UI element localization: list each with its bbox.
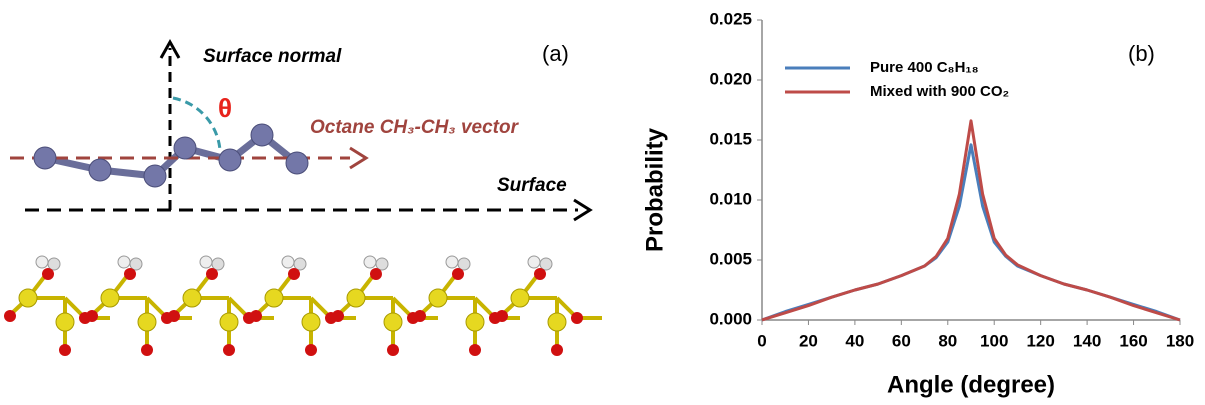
silicon	[55, 312, 75, 332]
oxygen	[370, 268, 382, 280]
oxygen	[206, 268, 218, 280]
panel-label: (a)	[542, 41, 569, 66]
x-tick-label: 0	[757, 331, 766, 350]
x-axis-label: Angle (degree)	[887, 371, 1055, 398]
legend-label: Mixed with 900 CO₂	[870, 83, 1009, 100]
oxygen	[86, 310, 98, 322]
oxygen	[469, 344, 481, 356]
angle-arc	[172, 96, 222, 151]
y-tick-label: 0.005	[709, 249, 752, 268]
silicon	[428, 288, 448, 308]
angle-label: θ	[218, 93, 232, 123]
silicon	[182, 288, 202, 308]
y-tick-label: 0.010	[709, 189, 752, 208]
hydrogen	[47, 257, 61, 271]
hydrogen	[293, 257, 307, 271]
silicon	[137, 312, 157, 332]
atom	[33, 146, 57, 170]
silicon	[264, 288, 284, 308]
series-line	[761, 119, 1181, 322]
surface-label: Surface	[497, 175, 567, 196]
x-tick-label: 140	[1073, 331, 1101, 350]
x-tick-label: 160	[1119, 331, 1147, 350]
hydrogen	[281, 255, 295, 269]
hydrogen	[363, 255, 377, 269]
y-tick-label: 0.015	[709, 129, 752, 148]
y-tick-label: 0.000	[709, 309, 752, 328]
vector-label: Octane CH₃-CH₃ vector	[310, 117, 520, 138]
silicon	[301, 312, 321, 332]
y-tick-label: 0.020	[709, 69, 752, 88]
oxygen	[332, 310, 344, 322]
oxygen	[59, 344, 71, 356]
diagram: Surface normal (a) θ Octane CH₃-CH₃ vect…	[4, 38, 602, 356]
surface-atoms	[4, 255, 602, 356]
silicon	[100, 288, 120, 308]
oxygen	[551, 344, 563, 356]
silicon	[465, 312, 485, 332]
oxygen	[305, 344, 317, 356]
oxygen	[141, 344, 153, 356]
hydrogen	[211, 257, 225, 271]
oxygen	[223, 344, 235, 356]
atom	[88, 158, 112, 182]
atom	[285, 151, 309, 175]
series-line	[761, 143, 1181, 322]
atom	[218, 148, 242, 172]
oxygen	[250, 310, 262, 322]
atom	[173, 136, 197, 160]
hydrogen	[539, 257, 553, 271]
oxygen	[288, 268, 300, 280]
x-tick-label: 120	[1026, 331, 1054, 350]
hydrogen	[35, 255, 49, 269]
legend-label: Pure 400 C₈H₁₈	[870, 59, 979, 76]
hydrogen	[117, 255, 131, 269]
hydrogen	[527, 255, 541, 269]
hydrogen	[457, 257, 471, 271]
oxygen	[534, 268, 546, 280]
oxygen	[168, 310, 180, 322]
x-tick-label: 80	[938, 331, 957, 350]
oxygen	[571, 312, 583, 324]
atom	[143, 164, 167, 188]
x-tick-label: 40	[845, 331, 864, 350]
oxygen	[452, 268, 464, 280]
arrow-head	[349, 146, 369, 170]
silicon	[219, 312, 239, 332]
hydrogen	[129, 257, 143, 271]
hydrogen	[375, 257, 389, 271]
oxygen	[124, 268, 136, 280]
silicon	[383, 312, 403, 332]
panel-label: (b)	[1128, 41, 1155, 66]
x-tick-label: 100	[980, 331, 1008, 350]
arrow-head	[573, 198, 593, 222]
chart: 0.000 0.005 0.010 0.015 0.020 0.025 0 20 40 60 80 1…	[641, 9, 1194, 398]
arrow-head	[159, 38, 181, 59]
silicon	[547, 312, 567, 332]
x-tick-label: 20	[799, 331, 818, 350]
silicon	[510, 288, 530, 308]
oxygen	[4, 310, 16, 322]
oxygen	[496, 310, 508, 322]
x-tick-label: 180	[1166, 331, 1194, 350]
x-tick-label: 60	[892, 331, 911, 350]
normal-label: Surface normal	[203, 46, 342, 67]
oxygen	[387, 344, 399, 356]
octane-atoms	[33, 123, 309, 188]
silicon	[18, 288, 38, 308]
atom	[250, 123, 274, 147]
hydrogen	[199, 255, 213, 269]
y-axis-label: Probability	[641, 127, 668, 252]
y-tick-label: 0.025	[709, 9, 752, 28]
oxygen	[414, 310, 426, 322]
oxygen	[42, 268, 54, 280]
silicon	[346, 288, 366, 308]
hydrogen	[445, 255, 459, 269]
